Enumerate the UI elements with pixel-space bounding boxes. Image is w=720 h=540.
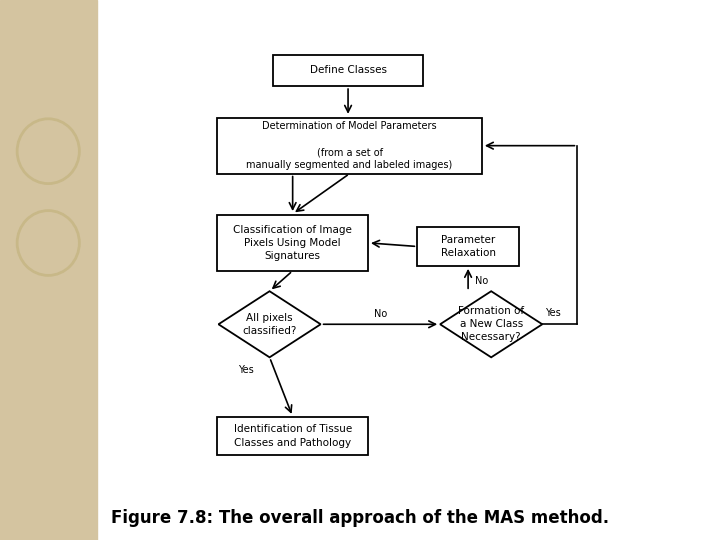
FancyBboxPatch shape	[217, 215, 368, 271]
Text: Define Classes: Define Classes	[310, 65, 387, 76]
Text: Yes: Yes	[545, 308, 561, 318]
Polygon shape	[440, 291, 542, 357]
FancyBboxPatch shape	[418, 227, 519, 266]
Text: Classification of Image
Pixels Using Model
Signatures: Classification of Image Pixels Using Mod…	[233, 225, 352, 261]
Text: Figure 7.8: The overall approach of the MAS method.: Figure 7.8: The overall approach of the …	[111, 509, 609, 528]
Text: Formation of
a New Class
Necessary?: Formation of a New Class Necessary?	[458, 306, 524, 342]
Text: All pixels
classified?: All pixels classified?	[243, 313, 297, 336]
Text: Yes: Yes	[238, 366, 254, 375]
FancyBboxPatch shape	[217, 118, 482, 173]
Polygon shape	[218, 291, 320, 357]
Text: Determination of Model Parameters

(from a set of
manually segmented and labeled: Determination of Model Parameters (from …	[246, 121, 453, 171]
Text: Parameter
Relaxation: Parameter Relaxation	[441, 235, 495, 258]
Text: Identification of Tissue
Classes and Pathology: Identification of Tissue Classes and Pat…	[233, 424, 352, 448]
FancyBboxPatch shape	[273, 55, 423, 86]
Text: No: No	[474, 275, 488, 286]
Text: No: No	[374, 309, 387, 319]
FancyBboxPatch shape	[217, 417, 368, 455]
